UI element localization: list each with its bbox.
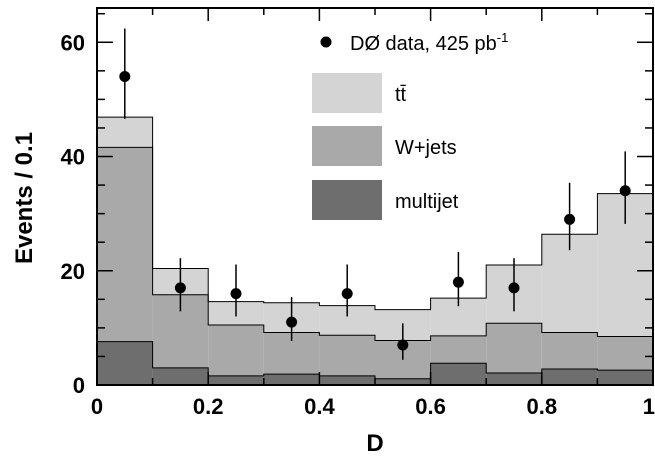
y-tick-labels: 0 20 40 60: [61, 30, 85, 398]
bar-0-0: [97, 341, 153, 385]
bar-0-2: [208, 375, 264, 385]
stack-outline-0: [97, 341, 653, 380]
legend-data-marker: [320, 36, 332, 48]
legend-data-label-main: DØ data, 425 pb: [350, 33, 497, 55]
legend-label-0: tt̄: [395, 84, 407, 106]
legend-swatches: tt̄ W+jets multijet: [312, 73, 459, 220]
legend-swatch-2: [312, 180, 382, 220]
x-axis-title: D: [366, 430, 383, 456]
axis-ticks: [96, 8, 654, 386]
legend-swatch-0: [312, 73, 382, 113]
bar-0-5: [375, 378, 431, 385]
data-point-3: [286, 316, 298, 328]
bar-0-1: [152, 367, 209, 385]
legend-data-label: DØ data, 425 pb-1: [350, 30, 508, 55]
bar-1-4: [319, 335, 375, 376]
y-axis-title: Events / 0.1: [11, 132, 38, 264]
bar-1-2: [208, 325, 264, 376]
data-point-2: [230, 288, 242, 300]
stacked-histogram: [97, 116, 653, 385]
bar-1-9: [597, 336, 653, 371]
bar-0-7: [486, 373, 542, 385]
data-points: [119, 28, 631, 360]
data-point-6: [452, 276, 464, 288]
data-point-7: [508, 282, 520, 294]
data-point-5: [397, 339, 409, 351]
bar-0-8: [541, 369, 598, 385]
y-tick-label-0: 0: [73, 373, 85, 398]
y-tick-label-1: 20: [61, 259, 85, 284]
y-tick-label-3: 60: [61, 30, 85, 55]
legend-data-label-superscript: -1: [497, 30, 509, 45]
bar-1-0: [97, 147, 153, 342]
bar-0-4: [319, 375, 375, 385]
bar-2-0: [97, 117, 153, 148]
x-tick-label-0: 0: [91, 394, 103, 419]
x-tick-label-4: 0.8: [527, 394, 558, 419]
bar-1-6: [430, 335, 487, 364]
y-tick-label-2: 40: [61, 145, 85, 170]
bar-0-6: [430, 363, 487, 385]
x-tick-label-5: 1: [643, 394, 655, 419]
bar-0-3: [263, 374, 320, 385]
legend-swatch-1: [312, 126, 382, 166]
x-tick-label-1: 0.2: [193, 394, 224, 419]
data-point-4: [341, 288, 353, 300]
legend: DØ data, 425 pb-1 tt̄ W+jets multijet: [312, 30, 508, 220]
legend-label-2: multijet: [395, 191, 459, 213]
stack-outline-2: [97, 116, 653, 311]
x-tick-labels: 0 0.2 0.4 0.6 0.8 1: [91, 394, 655, 419]
x-tick-label-3: 0.6: [415, 394, 446, 419]
x-tick-label-2: 0.4: [304, 394, 335, 419]
data-point-9: [619, 185, 631, 197]
data-point-1: [174, 282, 186, 294]
bar-0-9: [597, 370, 653, 385]
data-point-0: [119, 71, 131, 83]
legend-label-1: W+jets: [395, 137, 457, 159]
bar-1-7: [486, 323, 542, 374]
bar-1-8: [541, 332, 598, 370]
bar-2-8: [541, 234, 598, 333]
data-point-8: [564, 213, 576, 225]
